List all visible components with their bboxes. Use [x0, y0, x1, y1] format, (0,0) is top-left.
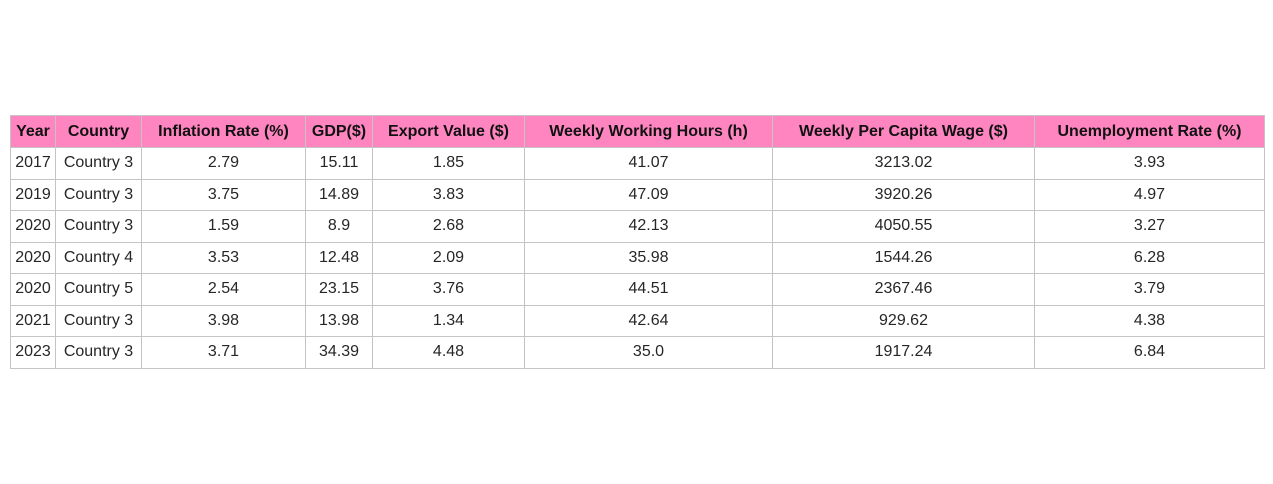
- table-cell: 3.83: [372, 178, 525, 211]
- table-cell: 2017: [10, 147, 56, 180]
- table-cell: 3.71: [141, 336, 306, 369]
- table-cell: 3.76: [372, 273, 525, 306]
- table-cell: 3.79: [1034, 273, 1265, 306]
- table-cell: 23.15: [305, 273, 373, 306]
- table-cell: 4.48: [372, 336, 525, 369]
- table-cell: 15.11: [305, 147, 373, 180]
- table-cell: 3.98: [141, 304, 306, 337]
- table-cell: Country 3: [55, 178, 142, 211]
- table-body: 2017 Country 3 2.79 15.11 1.85 41.07 3213.02 3.…: [10, 147, 1265, 369]
- table-cell: 1544.26: [772, 241, 1035, 274]
- table-cell: 2.68: [372, 210, 525, 243]
- table-cell: 47.09: [524, 178, 773, 211]
- table-cell: 4.38: [1034, 304, 1265, 337]
- column-header: GDP($): [305, 115, 373, 148]
- table-cell: 35.0: [524, 336, 773, 369]
- table-cell: 42.64: [524, 304, 773, 337]
- table-cell: 44.51: [524, 273, 773, 306]
- table-cell: Country 3: [55, 210, 142, 243]
- table-cell: 2019: [10, 178, 56, 211]
- table-cell: Country 3: [55, 304, 142, 337]
- table-row: 2020 Country 3 1.59 8.9 2.68 42.13 4050.55 3.27: [10, 210, 1265, 243]
- table-row: 2023 Country 3 3.71 34.39 4.48 35.0 1917.24 6.8…: [10, 336, 1265, 369]
- table-cell: 8.9: [305, 210, 373, 243]
- table-cell: Country 5: [55, 273, 142, 306]
- table-cell: 3.27: [1034, 210, 1265, 243]
- table-cell: 2.09: [372, 241, 525, 274]
- table-cell: 3920.26: [772, 178, 1035, 211]
- table-cell: 1.59: [141, 210, 306, 243]
- header-row: Year Country Inflation Rate (%) GDP($) Expor…: [10, 115, 1265, 148]
- table-cell: 1.85: [372, 147, 525, 180]
- table-cell: 3.53: [141, 241, 306, 274]
- column-header: Weekly Per Capita Wage ($): [772, 115, 1035, 148]
- column-header: Country: [55, 115, 142, 148]
- table-cell: 12.48: [305, 241, 373, 274]
- table-row: 2019 Country 3 3.75 14.89 3.83 47.09 3920.26 4.…: [10, 178, 1265, 211]
- table-cell: 3.93: [1034, 147, 1265, 180]
- table-cell: 2020: [10, 241, 56, 274]
- table-cell: 2023: [10, 336, 56, 369]
- table-cell: 6.84: [1034, 336, 1265, 369]
- table-row: 2021 Country 3 3.98 13.98 1.34 42.64 929.62 4.3…: [10, 304, 1265, 337]
- column-header: Year: [10, 115, 56, 148]
- table-cell: 2020: [10, 273, 56, 306]
- table-cell: 2021: [10, 304, 56, 337]
- table-row: 2020 Country 5 2.54 23.15 3.76 44.51 2367.46 3.…: [10, 273, 1265, 306]
- table-cell: 3.75: [141, 178, 306, 211]
- data-table: Year Country Inflation Rate (%) GDP($) Expor…: [10, 115, 1265, 369]
- table-cell: 929.62: [772, 304, 1035, 337]
- column-header: Export Value ($): [372, 115, 525, 148]
- table-cell: 4050.55: [772, 210, 1035, 243]
- table-cell: 42.13: [524, 210, 773, 243]
- table-cell: 2367.46: [772, 273, 1035, 306]
- table-cell: 2.79: [141, 147, 306, 180]
- table-cell: 2.54: [141, 273, 306, 306]
- table-cell: 3213.02: [772, 147, 1035, 180]
- table-cell: 1917.24: [772, 336, 1035, 369]
- table-cell: 1.34: [372, 304, 525, 337]
- table-row: 2020 Country 4 3.53 12.48 2.09 35.98 1544.26 6.…: [10, 241, 1265, 274]
- table-cell: 2020: [10, 210, 56, 243]
- table-header: Year Country Inflation Rate (%) GDP($) Expor…: [10, 115, 1265, 148]
- table-cell: Country 4: [55, 241, 142, 274]
- table-cell: 13.98: [305, 304, 373, 337]
- table-cell: 6.28: [1034, 241, 1265, 274]
- column-header: Unemployment Rate (%): [1034, 115, 1265, 148]
- table-cell: 35.98: [524, 241, 773, 274]
- table-cell: 34.39: [305, 336, 373, 369]
- table-cell: 4.97: [1034, 178, 1265, 211]
- column-header: Inflation Rate (%): [141, 115, 306, 148]
- table-row: 2017 Country 3 2.79 15.11 1.85 41.07 3213.02 3.…: [10, 147, 1265, 180]
- table-cell: Country 3: [55, 336, 142, 369]
- column-header: Weekly Working Hours (h): [524, 115, 773, 148]
- table-cell: Country 3: [55, 147, 142, 180]
- table-cell: 41.07: [524, 147, 773, 180]
- table-cell: 14.89: [305, 178, 373, 211]
